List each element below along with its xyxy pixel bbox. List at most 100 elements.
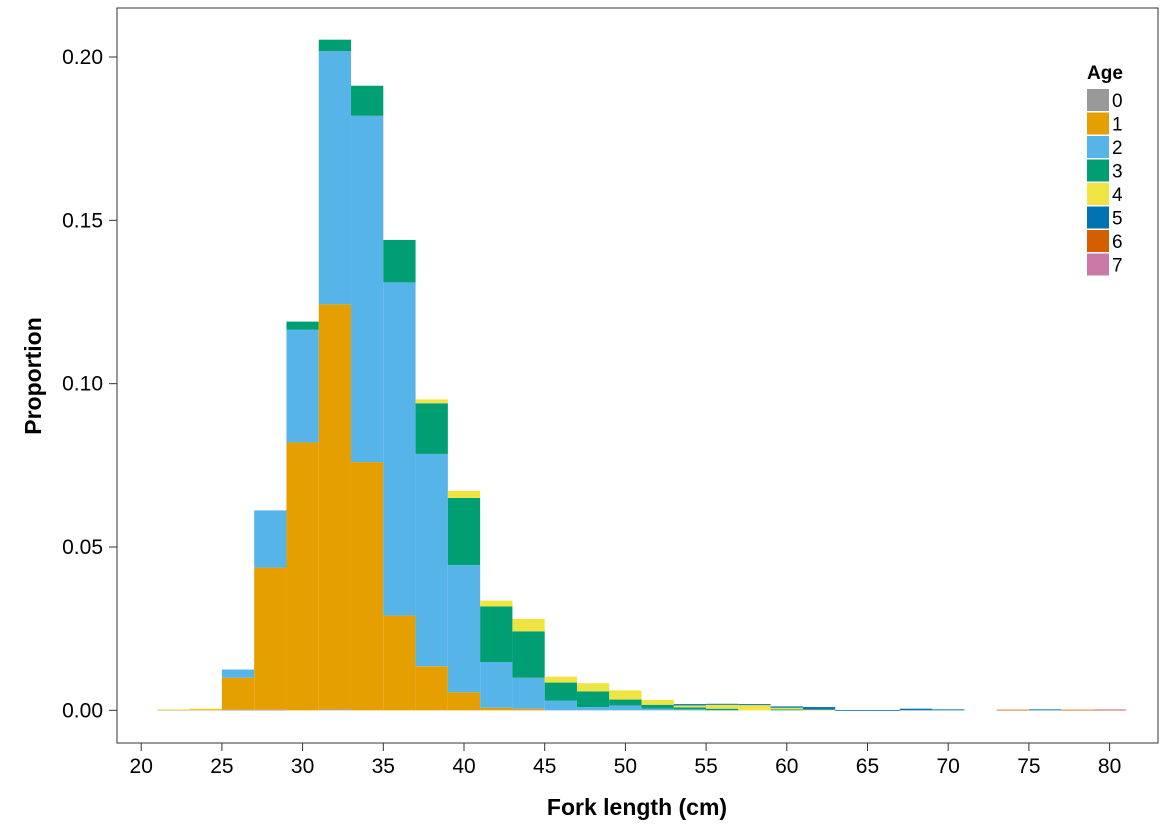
legend-swatch-age6 [1087,230,1109,252]
bar-age4-bin52 [641,699,674,705]
bar-age2-bin42 [480,661,513,708]
legend-label-age7: 7 [1112,256,1123,277]
y-axis-title: Proportion [20,317,46,435]
bar-age1-bin28 [254,567,287,710]
bar-age2-bin40 [447,564,481,693]
x-tick-label: 65 [856,755,879,778]
bar-age3-bin40 [447,498,481,565]
legend-label-age0: 0 [1112,91,1123,112]
bar-age5-bin54 [673,704,707,706]
bar-age2-bin32 [318,51,352,305]
bar-age5-bin64 [835,710,868,711]
bar-age1-bin40 [447,692,481,711]
bar-age3-bin46 [544,682,577,701]
bar-age2-bin46 [544,700,577,711]
bar-age3-bin34 [351,85,384,116]
legend-label-age5: 5 [1112,209,1123,230]
bar-age1-bin26 [221,677,255,710]
bar-age2-bin36 [383,282,416,616]
legend-label-age1: 1 [1112,115,1123,136]
y-axis: 0.00 0.05 0.10 0.15 0.20 [62,46,117,722]
legend-label-age4: 4 [1112,185,1123,206]
bar-age3-bin48 [576,691,610,708]
bar-age2-bin34 [351,115,384,463]
bar-age4-bin24 [189,708,222,710]
legend-swatch-age3 [1087,159,1109,182]
bar-age5-bin68 [899,708,933,711]
bar-age5-bin66 [867,710,900,711]
x-tick-label: 30 [291,755,314,778]
bar-age5-bin60 [770,706,803,708]
bar-age3-bin56 [706,708,739,711]
x-tick-label: 40 [452,755,475,778]
bar-age2-bin30 [286,329,319,443]
bar-age3-bin60 [770,709,803,711]
bar-age5-bin62 [802,707,836,710]
bar-age2-bin50 [609,705,642,711]
x-tick-label: 80 [1098,755,1121,778]
y-tick-label: 0.05 [62,536,103,559]
bar-age2-bin48 [576,707,610,711]
legend-title: Age [1087,63,1123,84]
legend-label-age6: 6 [1112,232,1123,253]
bar-age2-bin28 [254,510,287,568]
bar-age4-bin22 [157,709,190,711]
y-tick-label: 0.10 [62,373,103,396]
legend-swatch-age7 [1087,253,1109,276]
legend-swatch-age2 [1087,136,1109,158]
bar-age3-bin50 [609,699,642,706]
x-tick-label: 20 [130,755,153,778]
x-tick-label: 35 [372,755,395,778]
bar-age5-bin70 [932,709,965,711]
bar-age3-bin52 [641,704,674,709]
bar-age1-bin32 [318,304,352,710]
bar-age3-bin36 [383,239,416,283]
bar-age6-bin78 [1061,709,1094,711]
legend-swatch-age5 [1087,206,1109,229]
legend-swatch-age4 [1087,183,1109,205]
legend-label-age3: 3 [1112,162,1123,183]
bar-age1-bin44 [512,708,545,711]
bar-age0-bin28 [254,709,287,711]
bar-age4-bin50 [609,690,642,700]
x-axis: 20 25 30 35 40 45 50 55 60 65 70 75 80 [130,743,1121,778]
bar-age3-bin42 [480,606,513,662]
bar-age3-bin54 [673,707,707,710]
bar-age4-bin58 [738,705,771,711]
legend-swatch-age0 [1087,89,1109,111]
x-axis-title: Fork length (cm) [547,794,727,820]
x-tick-label: 50 [614,755,637,778]
y-tick-label: 0.20 [62,46,103,69]
bar-age1-bin34 [351,462,384,711]
bar-age3-bin38 [415,403,448,454]
x-tick-label: 45 [533,755,556,778]
bar-age4-bin42 [480,600,513,607]
bar-age1-bin42 [480,707,513,711]
x-tick-label: 25 [210,755,233,778]
bar-age4-bin54 [673,705,707,708]
bar-age4-bin62 [802,709,836,711]
bar-age3-bin44 [512,631,545,678]
bar-age0-bin26 [221,709,255,711]
bar-age6-bin74 [996,709,1029,711]
bar-age4-bin60 [770,707,803,710]
bar-age2-bin26 [221,669,255,678]
bar-age4-bin40 [447,490,481,498]
bar-age2-bin44 [512,677,545,709]
y-tick-label: 0.15 [62,209,103,232]
bar-age3-bin30 [286,321,319,330]
x-tick-label: 55 [694,755,717,778]
bar-age3-bin32 [318,39,352,52]
x-tick-label: 75 [1017,755,1040,778]
bar-age5-bin76 [1028,709,1062,711]
bar-age4-bin44 [512,618,545,632]
bar-age5-bin56 [706,703,739,705]
bar-age2-bin54 [673,709,707,711]
bar-age4-bin56 [706,704,739,709]
bar-age4-bin48 [576,683,610,692]
bar-age2-bin38 [415,453,448,667]
legend: Age 0 12 34 56 7 [1087,63,1123,277]
bar-age2-bin52 [641,708,674,711]
